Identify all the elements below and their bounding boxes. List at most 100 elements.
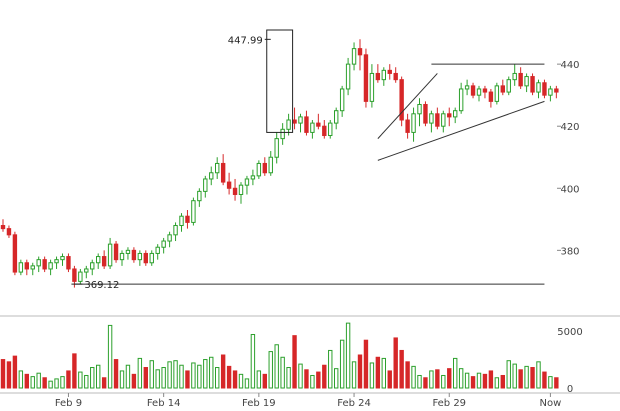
candle-body <box>542 82 547 96</box>
candle-body <box>220 162 226 183</box>
axes: 380 400 420 440 0 5000 Feb 9 Feb 14 Feb 19 Feb 24… <box>0 60 620 409</box>
candle-body <box>375 72 381 81</box>
volume-bar <box>72 353 77 389</box>
candle-body <box>387 69 392 74</box>
candle-body <box>280 128 285 140</box>
volume-bar <box>476 372 482 389</box>
candle-body <box>0 225 6 230</box>
candle-body <box>357 48 363 56</box>
volume-bar <box>161 367 166 389</box>
candle-body <box>429 113 434 124</box>
volume-bar <box>48 380 53 389</box>
candle-body <box>292 119 297 124</box>
candle-body <box>60 256 65 261</box>
price-tick-label: 400 <box>560 184 579 195</box>
volume-bar <box>286 367 291 389</box>
candle-body <box>209 172 214 180</box>
volume-bar <box>429 370 434 389</box>
volume-bar <box>6 361 12 389</box>
volume-bar <box>381 357 387 389</box>
candle-body <box>316 122 321 127</box>
volume-bar <box>399 349 404 389</box>
candle-body <box>506 79 511 93</box>
candle-body <box>113 243 119 261</box>
candle-body <box>203 178 208 192</box>
candle-body <box>334 110 339 124</box>
volume-bar <box>470 376 476 389</box>
volume-bar <box>393 337 398 389</box>
volume-bar <box>345 322 351 389</box>
candle-body <box>304 116 309 133</box>
candle-body <box>42 259 47 270</box>
volume-bar <box>482 373 488 389</box>
candle-body <box>137 252 143 261</box>
candle-body <box>286 119 291 130</box>
candle-body <box>494 85 500 102</box>
volume-bar <box>447 368 452 389</box>
candle-body <box>417 103 422 115</box>
volume-bar <box>542 371 547 389</box>
volume-bar <box>90 367 95 389</box>
volume-bar <box>12 355 18 389</box>
volume-bar <box>30 376 35 389</box>
candle-body <box>24 262 30 270</box>
candle-body <box>48 262 53 270</box>
price-panel <box>0 29 559 288</box>
candle-body <box>310 122 315 133</box>
volume-bar <box>530 367 535 389</box>
volume-bar <box>518 369 523 389</box>
candle-body <box>250 175 256 180</box>
volume-bar <box>554 377 559 389</box>
candle-body <box>339 88 345 112</box>
volume-bar <box>405 361 410 389</box>
candle-body <box>488 91 494 102</box>
annotations: 447.99 369.12 <box>84 35 262 291</box>
candle-body <box>54 259 59 264</box>
candle-body <box>298 116 303 124</box>
volume-bar <box>339 339 345 389</box>
volume-panel <box>0 322 559 389</box>
volume-bar <box>441 374 446 389</box>
volume-bar <box>42 377 47 389</box>
x-tick-label: Feb 9 <box>55 398 82 409</box>
volume-bar <box>232 370 238 389</box>
volume-bar <box>524 365 529 389</box>
volume-bar <box>298 363 303 389</box>
volume-bar <box>256 370 262 389</box>
candle-body <box>155 246 160 254</box>
x-tick-label: Feb 24 <box>337 398 371 409</box>
volume-bar <box>191 362 196 389</box>
volume-bar <box>131 373 137 389</box>
candle-body <box>107 243 113 267</box>
volume-bar <box>60 376 65 389</box>
candle-body <box>262 162 268 174</box>
volume-bar <box>500 374 506 389</box>
trend-line <box>377 73 438 139</box>
candle-body <box>548 88 553 96</box>
candle-body <box>161 240 166 248</box>
volume-bar <box>512 363 517 389</box>
volume-bar <box>494 377 500 389</box>
volume-bar <box>411 365 416 389</box>
candle-body <box>476 88 482 96</box>
volume-bar <box>334 368 339 389</box>
volume-bar <box>488 370 494 389</box>
volume-bar <box>351 361 357 389</box>
candle-body <box>453 110 458 118</box>
volume-bar <box>125 364 131 389</box>
candle-body <box>78 271 83 282</box>
candle-body <box>167 234 172 242</box>
candle-body <box>369 72 375 102</box>
candle-body <box>411 113 416 133</box>
candle-body <box>512 72 517 81</box>
candle-body <box>423 103 428 124</box>
volume-bar <box>268 351 273 389</box>
candle-body <box>268 156 273 174</box>
candle-body <box>101 256 107 267</box>
candle-body <box>179 215 184 227</box>
trend-line <box>377 100 545 161</box>
volume-bar <box>304 369 309 389</box>
candle-body <box>435 113 440 127</box>
candle-body <box>90 262 95 270</box>
